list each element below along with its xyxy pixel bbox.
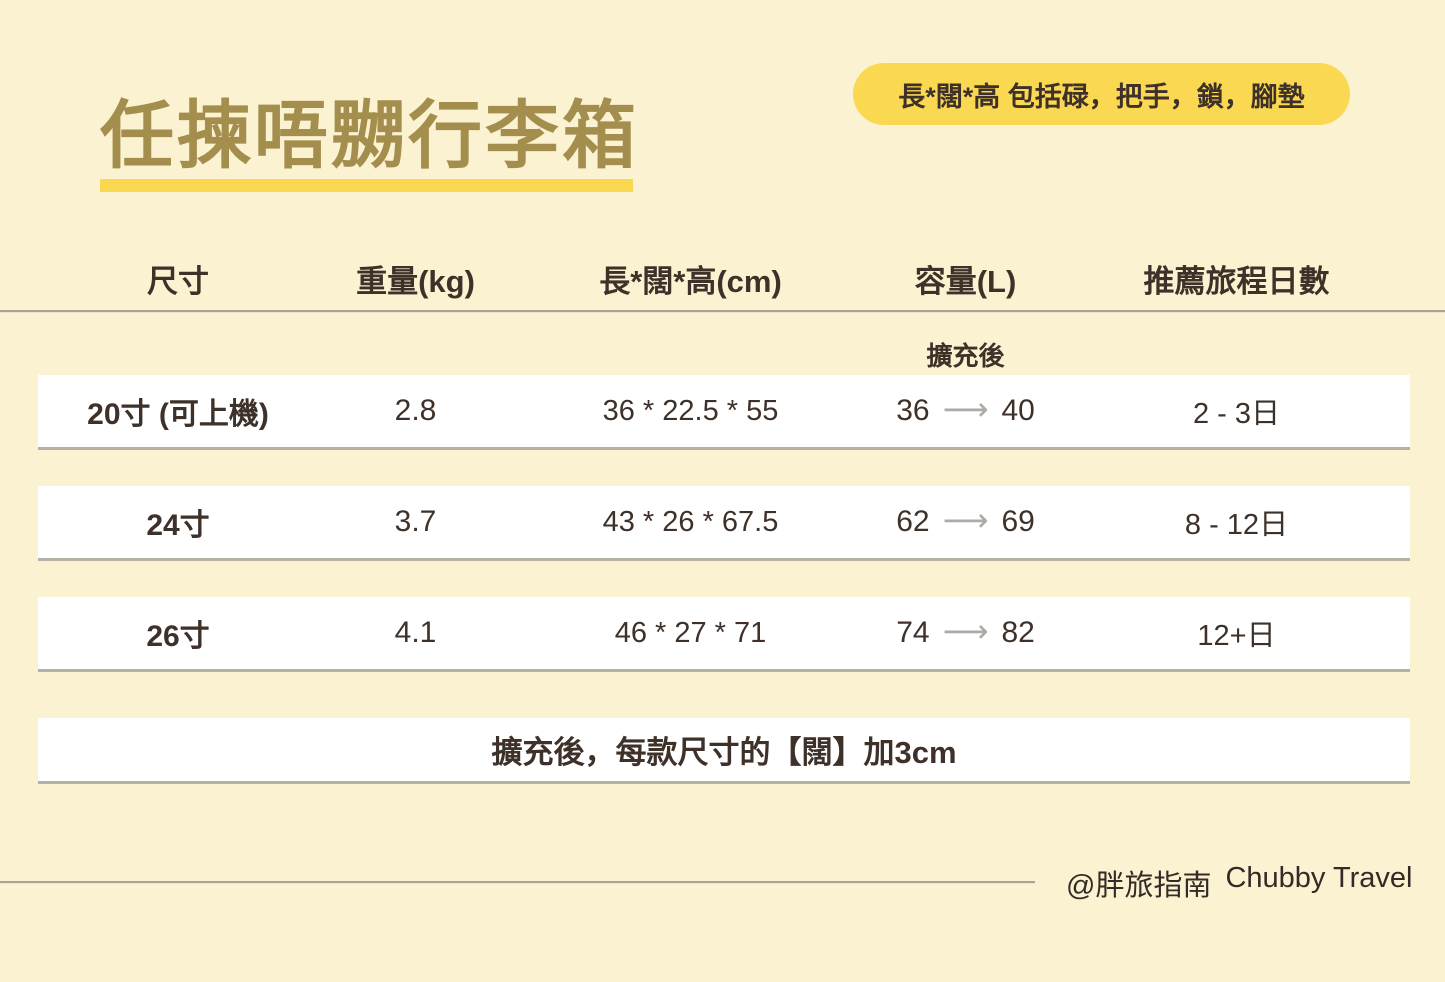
row2-capacity: 62 ⟶ 69 [868, 502, 1063, 539]
header-days: 推薦旅程日數 [1143, 263, 1330, 299]
row1-capacity-before: 36 [896, 394, 930, 427]
row3-dimensions: 46 * 27 * 71 [614, 616, 767, 649]
row3-weight: 4.1 [394, 616, 437, 649]
dimensions-note-pill: 長*闊*高 包括碌，把手，鎖，腳墊 [853, 63, 1350, 125]
row3-size: 26寸 [146, 620, 210, 653]
expansion-footnote-banner: 擴充後，每款尺寸的【闊】加3cm [38, 718, 1410, 784]
page-title: 任揀唔嬲行李箱 [100, 94, 639, 177]
header-size: 尺寸 [147, 263, 209, 299]
capacity-expanded-label: 擴充後 [926, 341, 1005, 371]
footer-brand: Chubby Travel [1225, 862, 1413, 894]
row3-capacity-after: 82 [1001, 616, 1035, 649]
right-arrow-icon: ⟶ [942, 502, 989, 538]
row2-weight: 3.7 [394, 505, 437, 538]
header-capacity: 容量(L) [914, 263, 1017, 299]
footer-handle: @胖旅指南 [1066, 870, 1212, 902]
footer-credit: @胖旅指南 Chubby Travel [1066, 862, 1412, 904]
header-weight: 重量(kg) [356, 263, 475, 299]
row2-size: 24寸 [146, 509, 210, 542]
table-header-row: 尺寸 重量(kg) 長*闊*高(cm) 容量(L) 推薦旅程日數 [38, 248, 1410, 308]
row3-days: 12+日 [1197, 620, 1276, 652]
table-row: 24寸 3.7 43 * 26 * 67.5 62 ⟶ 69 8 - 12日 [38, 486, 1410, 561]
table-row: 20寸 (可上機) 2.8 36 * 22.5 * 55 36 ⟶ 40 2 -… [38, 375, 1410, 450]
dimensions-note-text: 長*闊*高 包括碌，把手，鎖，腳墊 [898, 81, 1305, 112]
right-arrow-icon: ⟶ [942, 391, 989, 427]
footer-divider-line [0, 881, 1035, 884]
row1-capacity-after: 40 [1001, 394, 1035, 427]
row2-capacity-after: 69 [1001, 505, 1035, 538]
row1-days: 2 - 3日 [1192, 398, 1281, 430]
row1-weight: 2.8 [394, 394, 437, 427]
header-divider-line [0, 310, 1445, 313]
row3-capacity: 74 ⟶ 82 [868, 613, 1063, 650]
table-row: 26寸 4.1 46 * 27 * 71 74 ⟶ 82 12+日 [38, 597, 1410, 672]
row3-capacity-before: 74 [896, 616, 930, 649]
row1-dimensions: 36 * 22.5 * 55 [602, 394, 779, 427]
row1-capacity: 36 ⟶ 40 [868, 391, 1063, 428]
row2-capacity-before: 62 [896, 505, 930, 538]
row1-size: 20寸 (可上機) [87, 398, 269, 431]
row2-days: 8 - 12日 [1184, 509, 1289, 541]
title-underline [100, 179, 633, 192]
header-dimensions: 長*闊*高(cm) [599, 263, 782, 299]
right-arrow-icon: ⟶ [942, 613, 989, 649]
expansion-footnote-text: 擴充後，每款尺寸的【闊】加3cm [491, 735, 957, 770]
row2-dimensions: 43 * 26 * 67.5 [602, 505, 779, 538]
